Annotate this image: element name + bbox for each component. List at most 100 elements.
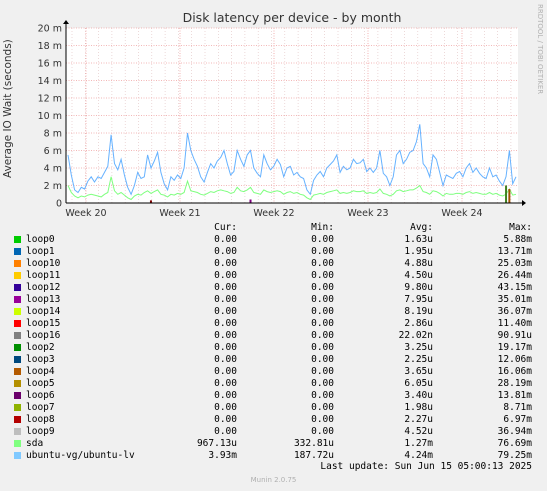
y-tick-label: 8 m bbox=[44, 129, 62, 140]
legend-min: 187.72u bbox=[293, 450, 334, 461]
legend-name: loop4 bbox=[26, 366, 55, 377]
legend-max: 79.25m bbox=[497, 450, 532, 461]
legend-max: 13.71m bbox=[497, 246, 532, 257]
legend-cur: 0.00 bbox=[214, 414, 237, 425]
legend-name: ubuntu-vg/ubuntu-lv bbox=[26, 450, 135, 461]
legend-min: 0.00 bbox=[311, 330, 334, 341]
legend-max: 5.88m bbox=[503, 234, 532, 245]
legend-name: loop2 bbox=[26, 342, 55, 353]
legend-cur: 0.00 bbox=[214, 342, 237, 353]
legend-row: loop6 0.00 0.00 3.40u 13.81m bbox=[0, 390, 547, 402]
legend-cur: 0.00 bbox=[214, 330, 237, 341]
y-axis-arrow bbox=[63, 20, 69, 24]
legend-row: loop4 0.00 0.00 3.65u 16.06m bbox=[0, 366, 547, 378]
legend-row: loop12 0.00 0.00 9.80u 43.15m bbox=[0, 282, 547, 294]
legend-cur: 0.00 bbox=[214, 270, 237, 281]
legend-swatch bbox=[14, 236, 21, 243]
legend-name: loop5 bbox=[26, 378, 55, 389]
legend-min: 0.00 bbox=[311, 378, 334, 389]
legend-row: loop9 0.00 0.00 4.52u 36.94m bbox=[0, 426, 547, 438]
y-tick-label: 18 m bbox=[38, 41, 62, 52]
last-update: Last update: Sun Jun 15 05:00:13 2025 bbox=[320, 461, 532, 472]
legend-avg: 1.98u bbox=[404, 402, 433, 413]
legend-swatch bbox=[14, 440, 21, 447]
legend-avg: 4.88u bbox=[404, 258, 433, 269]
legend-min: 0.00 bbox=[311, 270, 334, 281]
legend-name: loop10 bbox=[26, 258, 61, 269]
x-tick-label: Week 23 bbox=[347, 208, 388, 219]
x-axis-ticks: Week 20 Week 21 Week 22 Week 23 Week 24 bbox=[65, 208, 482, 219]
legend-rows: loop0 0.00 0.00 1.63u 5.88m loop1 0.00 0.00 1.95… bbox=[0, 234, 547, 462]
legend-row: loop15 0.00 0.00 2.86u 11.40m bbox=[0, 318, 547, 330]
y-tick-label: 12 m bbox=[38, 94, 62, 105]
legend-header: Cur: Min: Avg: Max: bbox=[0, 221, 547, 234]
legend-swatch bbox=[14, 320, 21, 327]
legend-min: 0.00 bbox=[311, 402, 334, 413]
legend-max: 8.71m bbox=[503, 402, 532, 413]
legend-min: 0.00 bbox=[311, 306, 334, 317]
legend-swatch bbox=[14, 404, 21, 411]
munin-version: Munin 2.0.75 bbox=[250, 476, 297, 484]
legend-name: sda bbox=[26, 438, 44, 449]
legend-swatch bbox=[14, 428, 21, 435]
header-cur: Cur: bbox=[214, 222, 237, 233]
y-tick-label: 2 m bbox=[44, 181, 62, 192]
legend-avg: 2.25u bbox=[404, 354, 433, 365]
legend-cur: 0.00 bbox=[214, 318, 237, 329]
x-axis-arrow bbox=[522, 200, 526, 206]
legend-avg: 2.27u bbox=[404, 414, 433, 425]
y-tick-label: 4 m bbox=[44, 164, 62, 175]
legend-avg: 4.52u bbox=[404, 426, 433, 437]
legend-cur: 0.00 bbox=[214, 258, 237, 269]
legend-name: loop16 bbox=[26, 330, 61, 341]
legend-swatch bbox=[14, 248, 21, 255]
legend-row: loop1 0.00 0.00 1.95u 13.71m bbox=[0, 246, 547, 258]
y-tick-label: 0 bbox=[56, 199, 62, 210]
legend-table: Cur: Min: Avg: Max: loop0 0.00 0.00 1.63u 5.… bbox=[0, 221, 547, 462]
header-max: Max: bbox=[509, 222, 532, 233]
legend-swatch bbox=[14, 308, 21, 315]
x-tick-label: Week 20 bbox=[65, 208, 106, 219]
legend-avg: 2.86u bbox=[404, 318, 433, 329]
legend-row: loop13 0.00 0.00 7.95u 35.01m bbox=[0, 294, 547, 306]
y-axis-ticks: 0 2 m 4 m 6 m 8 m 10 m 12 m 14 m 16 m 18 m 20 m bbox=[38, 24, 62, 210]
legend-cur: 0.00 bbox=[214, 426, 237, 437]
legend-avg: 4.24m bbox=[404, 450, 433, 461]
legend-name: loop14 bbox=[26, 306, 61, 317]
legend-swatch bbox=[14, 416, 21, 423]
legend-row: loop3 0.00 0.00 2.25u 12.06m bbox=[0, 354, 547, 366]
legend-cur: 0.00 bbox=[214, 234, 237, 245]
legend-swatch bbox=[14, 356, 21, 363]
legend-max: 36.07m bbox=[497, 306, 532, 317]
legend-avg: 3.65u bbox=[404, 366, 433, 377]
legend-max: 35.01m bbox=[497, 294, 532, 305]
legend-avg: 1.27m bbox=[404, 438, 433, 449]
legend-name: loop11 bbox=[26, 270, 61, 281]
legend-cur: 3.93m bbox=[208, 450, 237, 461]
legend-swatch bbox=[14, 296, 21, 303]
legend-min: 0.00 bbox=[311, 294, 334, 305]
legend-max: 76.69m bbox=[497, 438, 532, 449]
legend-row: loop14 0.00 0.00 8.19u 36.07m bbox=[0, 306, 547, 318]
legend-min: 0.00 bbox=[311, 354, 334, 365]
header-avg: Avg: bbox=[410, 222, 433, 233]
rrdtool-watermark: RRDTOOL / TOBI OETIKER bbox=[536, 4, 544, 95]
legend-avg: 7.95u bbox=[404, 294, 433, 305]
y-tick-label: 20 m bbox=[38, 24, 62, 35]
legend-row: sda 967.13u 332.81u 1.27m 76.69m bbox=[0, 438, 547, 450]
legend-row: loop7 0.00 0.00 1.98u 8.71m bbox=[0, 402, 547, 414]
y-tick-label: 16 m bbox=[38, 59, 62, 70]
legend-max: 16.06m bbox=[497, 366, 532, 377]
legend-row: loop5 0.00 0.00 6.05u 28.19m bbox=[0, 378, 547, 390]
legend-cur: 967.13u bbox=[196, 438, 237, 449]
x-tick-label: Week 22 bbox=[253, 208, 294, 219]
legend-swatch bbox=[14, 260, 21, 267]
legend-cur: 0.00 bbox=[214, 354, 237, 365]
legend-cur: 0.00 bbox=[214, 306, 237, 317]
legend-max: 26.44m bbox=[497, 270, 532, 281]
legend-avg: 3.40u bbox=[404, 390, 433, 401]
legend-avg: 8.19u bbox=[404, 306, 433, 317]
legend-swatch bbox=[14, 284, 21, 291]
legend-swatch bbox=[14, 452, 21, 459]
legend-cur: 0.00 bbox=[214, 402, 237, 413]
